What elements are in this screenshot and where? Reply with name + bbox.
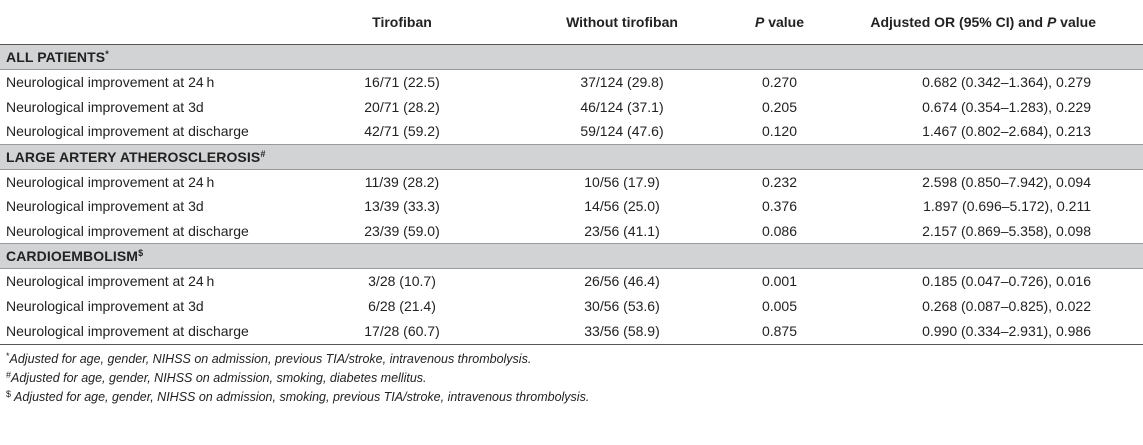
cell-p-value: 0.376 (761, 198, 798, 215)
cell-adjusted-or: 1.467 (0.802–2.684), 0.213 (922, 123, 1091, 140)
cell-p-value: 0.270 (761, 74, 798, 91)
section-header-row: CARDIOEMBOLISM$ (0, 243, 1143, 269)
footnote-marker: # (6, 370, 12, 380)
footnote: $ Adjusted for age, gender, NIHSS on adm… (6, 388, 1143, 407)
cell-without-tirofiban: 37/124 (29.8) (580, 74, 664, 91)
table-row: Neurological improvement at 24 h 16/71 (2… (0, 70, 1143, 95)
results-table-container: Tirofiban Without tirofiban P value Adju… (0, 0, 1143, 407)
cell-tirofiban: 6/28 (21.4) (368, 297, 436, 314)
section-title: CARDIOEMBOLISM$ (0, 243, 1143, 269)
cell-tirofiban: 42/71 (59.2) (364, 123, 440, 140)
cell-without-tirofiban: 14/56 (25.0) (584, 198, 660, 215)
cell-p-value: 0.001 (761, 273, 798, 290)
section-title-marker: # (260, 148, 266, 159)
table-row: Neurological improvement at 24 h 3/28 (10… (0, 269, 1143, 294)
cell-without-tirofiban: 46/124 (37.1) (580, 98, 664, 115)
table-row: Neurological improvement at 24 h 11/39 (2… (0, 169, 1143, 194)
section-title-text: ALL PATIENTS (6, 49, 106, 65)
header-p-rest: value (764, 14, 805, 30)
cell-adjusted-or: 2.598 (0.850–7.942), 0.094 (922, 173, 1091, 190)
cell-adjusted-or: 0.268 (0.087–0.825), 0.022 (922, 297, 1091, 314)
row-label: Neurological improvement at 24 h (6, 74, 215, 91)
cell-adjusted-or: 0.674 (0.354–1.283), 0.229 (922, 98, 1091, 115)
section-title-marker: * (105, 49, 109, 59)
section-title-text: LARGE ARTERY ATHEROSCLEROSIS (6, 148, 261, 165)
cell-adjusted-or: 1.897 (0.696–5.172), 0.211 (923, 198, 1091, 215)
cell-tirofiban: 13/39 (33.3) (364, 198, 440, 215)
cell-without-tirofiban: 59/124 (47.6) (580, 123, 664, 140)
footnote-text: Adjusted for age, gender, NIHSS on admis… (11, 390, 590, 404)
section-header-row: ALL PATIENTS* (0, 44, 1143, 70)
cell-tirofiban: 11/39 (28.2) (364, 173, 440, 190)
table-body: ALL PATIENTS* Neurological improvement at… (0, 44, 1143, 345)
cell-p-value: 0.120 (761, 123, 798, 140)
section-title: LARGE ARTERY ATHEROSCLEROSIS# (0, 143, 1143, 170)
table-row: Neurological improvement at 3d 20/71 (28.… (0, 95, 1143, 120)
row-label: Neurological improvement at discharge (6, 123, 249, 140)
section-header-row: LARGE ARTERY ATHEROSCLEROSIS# (0, 143, 1143, 170)
cell-without-tirofiban: 23/56 (41.1) (584, 222, 660, 239)
cell-without-tirofiban: 33/56 (58.9) (532, 318, 712, 345)
section-title-text: CARDIOEMBOLISM (6, 248, 139, 264)
cell-tirofiban: 16/71 (22.5) (364, 74, 440, 91)
row-label: Neurological improvement at 3d (6, 297, 204, 314)
table-header-row: Tirofiban Without tirofiban P value Adju… (0, 0, 1143, 45)
row-label: Neurological improvement at discharge (6, 222, 249, 239)
cell-tirofiban: 20/71 (28.2) (364, 98, 440, 115)
footnote-text: Adjusted for age, gender, NIHSS on admis… (11, 371, 427, 385)
footnote-marker: * (6, 351, 10, 361)
cell-p-value: 0.205 (761, 98, 798, 115)
cell-tirofiban: 3/28 (10.7) (368, 273, 436, 290)
header-blank (0, 0, 272, 45)
header-adjusted-prefix: Adjusted OR (95% CI) and (870, 14, 1047, 30)
header-adjusted-or: Adjusted OR (95% CI) and P value (847, 0, 1143, 45)
cell-p-value: 0.232 (761, 173, 798, 190)
cell-p-value: 0.005 (761, 297, 798, 314)
cell-adjusted-or: 2.157 (0.869–5.358), 0.098 (922, 222, 1091, 239)
section-title-marker: $ (138, 248, 144, 258)
row-label: Neurological improvement at 24 h (6, 273, 215, 290)
cell-p-value: 0.875 (712, 318, 847, 345)
cell-adjusted-or: 0.682 (0.342–1.364), 0.279 (922, 74, 1091, 91)
table-row: Neurological improvement at 3d 6/28 (21.4… (0, 294, 1143, 319)
section-title: ALL PATIENTS* (0, 44, 1143, 70)
footnote-text: Adjusted for age, gender, NIHSS on admis… (9, 352, 532, 366)
cell-p-value: 0.086 (761, 222, 798, 239)
cell-adjusted-or: 0.185 (0.047–0.726), 0.016 (922, 273, 1091, 290)
header-p-italic: P (754, 14, 765, 30)
cell-tirofiban: 17/28 (60.7) (272, 318, 532, 345)
row-label: Neurological improvement at discharge (0, 318, 272, 345)
table-row: Neurological improvement at discharge 23/… (0, 219, 1143, 244)
row-label: Neurological improvement at 3d (6, 98, 204, 115)
footnotes: *Adjusted for age, gender, NIHSS on admi… (0, 345, 1143, 407)
cell-without-tirofiban: 10/56 (17.9) (584, 173, 660, 190)
cell-adjusted-or: 0.990 (0.334–2.931), 0.986 (847, 318, 1143, 345)
results-table: Tirofiban Without tirofiban P value Adju… (0, 0, 1143, 345)
header-p-value: P value (712, 0, 847, 45)
cell-without-tirofiban: 30/56 (53.6) (584, 297, 660, 314)
header-adjusted-rest: value (1056, 14, 1096, 30)
table-row: Neurological improvement at discharge 17/… (0, 318, 1143, 345)
header-without-tirofiban: Without tirofiban (532, 0, 712, 45)
footnote: *Adjusted for age, gender, NIHSS on admi… (6, 350, 1143, 369)
cell-tirofiban: 23/39 (59.0) (364, 222, 440, 239)
header-adjusted-p-italic: P (1046, 14, 1057, 30)
table-row: Neurological improvement at 3d 13/39 (33.… (0, 194, 1143, 219)
footnote-marker: $ (6, 389, 12, 399)
cell-without-tirofiban: 26/56 (46.4) (584, 273, 660, 290)
row-label: Neurological improvement at 24 h (6, 173, 215, 190)
footnote: #Adjusted for age, gender, NIHSS on admi… (6, 369, 1143, 388)
table-row: Neurological improvement at discharge 42/… (0, 119, 1143, 144)
row-label: Neurological improvement at 3d (6, 198, 204, 215)
header-tirofiban: Tirofiban (272, 0, 532, 45)
